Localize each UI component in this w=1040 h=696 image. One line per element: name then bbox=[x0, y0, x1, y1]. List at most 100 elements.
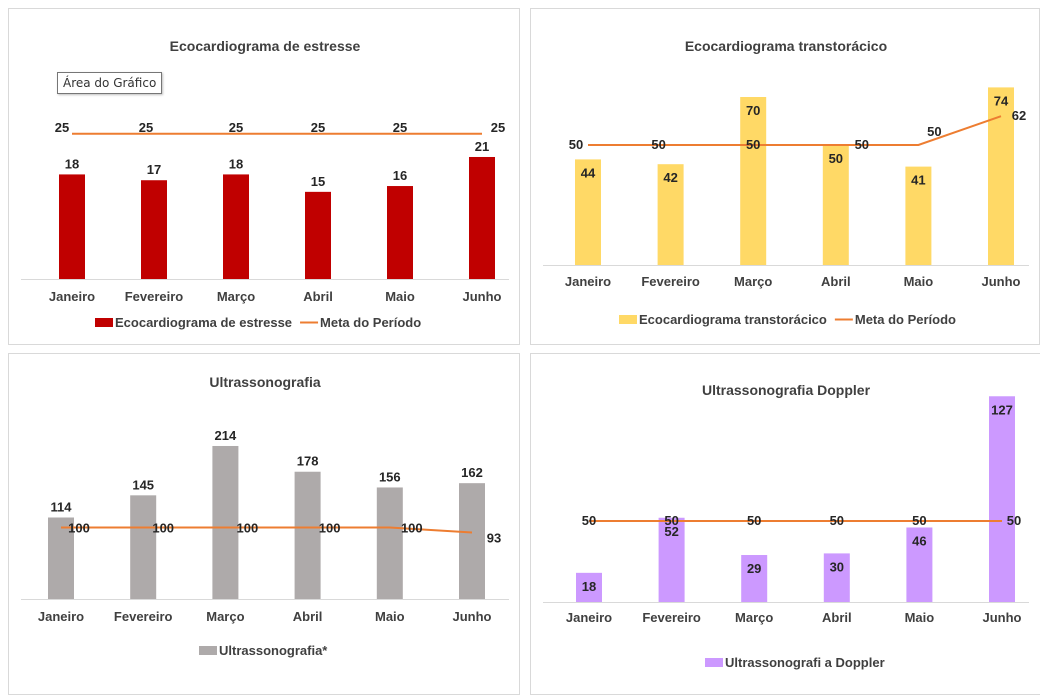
legend-label: Ultrassonografia* bbox=[219, 643, 328, 658]
category-label: Março bbox=[217, 289, 255, 304]
category-label: Janeiro bbox=[566, 610, 612, 625]
category-label: Fevereiro bbox=[114, 609, 173, 624]
legend-label: Ultrassonografi a Doppler bbox=[725, 655, 885, 670]
goal-value-label: 50 bbox=[569, 137, 583, 152]
bar-value-label: 29 bbox=[747, 561, 761, 576]
goal-value-label: 25 bbox=[491, 120, 505, 135]
goal-value-label: 50 bbox=[1007, 513, 1021, 528]
bar-value-label: 18 bbox=[582, 579, 596, 594]
chart-title: Ultrassonografia bbox=[209, 374, 320, 390]
bar bbox=[740, 97, 766, 265]
category-label: Abril bbox=[293, 609, 323, 624]
bar bbox=[223, 174, 249, 279]
chart-panel-ecocardiograma-estresse[interactable]: Ecocardiograma de estresse 18 17 18 15 16 21 25… bbox=[8, 8, 520, 345]
chart-area-tooltip: Área do Gráfico bbox=[57, 72, 162, 94]
bar-value-label: 21 bbox=[475, 139, 489, 154]
goal-value-label: 50 bbox=[912, 513, 926, 528]
category-label: Maio bbox=[904, 274, 934, 289]
goal-value-label: 100 bbox=[68, 521, 90, 536]
legend-label: Ecocardiograma transtorácico bbox=[639, 312, 827, 327]
goal-value-label: 25 bbox=[311, 120, 325, 135]
bar-value-label: 70 bbox=[746, 103, 760, 118]
chart-title: Ecocardiograma transtorácico bbox=[685, 38, 887, 54]
legend-swatch bbox=[199, 646, 217, 655]
goal-value-label: 25 bbox=[229, 120, 243, 135]
category-label: Maio bbox=[385, 289, 415, 304]
goal-value-label: 25 bbox=[393, 120, 407, 135]
category-label: Fevereiro bbox=[641, 274, 700, 289]
legend-label: Meta do Período bbox=[320, 315, 421, 330]
bar bbox=[469, 157, 495, 279]
bar-value-label: 30 bbox=[830, 559, 844, 574]
bar bbox=[212, 446, 238, 599]
bar-value-label: 178 bbox=[297, 454, 319, 469]
legend-label: Ecocardiograma de estresse bbox=[115, 315, 292, 330]
goal-value-label: 50 bbox=[855, 137, 869, 152]
goal-value-label: 100 bbox=[237, 521, 259, 536]
bar-value-label: 114 bbox=[51, 499, 73, 514]
goal-value-label: 50 bbox=[746, 137, 760, 152]
legend-swatch bbox=[619, 315, 637, 324]
legend-swatch bbox=[705, 658, 723, 667]
bar bbox=[459, 483, 485, 599]
chart-panel-ultrassonografia-doppler[interactable]: Ultrassonografia Doppler 18 52 29 30 46 127 50 5… bbox=[530, 353, 1040, 695]
chart-title: Ultrassonografia Doppler bbox=[702, 382, 871, 398]
bar-value-label: 16 bbox=[393, 168, 407, 183]
goal-value-label: 25 bbox=[55, 120, 69, 135]
chart-title: Ecocardiograma de estresse bbox=[170, 38, 361, 54]
goal-value-label: 100 bbox=[319, 521, 341, 536]
bar-value-label: 50 bbox=[829, 151, 843, 166]
bar-value-label: 18 bbox=[65, 156, 79, 171]
bar bbox=[141, 180, 167, 279]
category-label: Janeiro bbox=[565, 274, 611, 289]
chart-svg: Ultrassonografia Doppler185229 304612750 5… bbox=[531, 354, 1040, 696]
goal-value-label: 100 bbox=[152, 521, 174, 536]
bar bbox=[377, 487, 403, 599]
goal-value-label: 50 bbox=[747, 513, 761, 528]
chart-panel-ultrassonografia[interactable]: Ultrassonografia 114 145 214 178 156 162 100 100… bbox=[8, 353, 520, 695]
chart-svg: Ultrassonografia 114 145 214 178 156 162 100 100… bbox=[9, 354, 521, 696]
bar bbox=[989, 396, 1015, 602]
bar bbox=[305, 192, 331, 279]
category-label: Junho bbox=[983, 610, 1022, 625]
category-label: Maio bbox=[905, 610, 935, 625]
bar bbox=[988, 87, 1014, 265]
category-label: Junho bbox=[453, 609, 492, 624]
chart-panel-ecocardiograma-transtoracico[interactable]: Ecocardiograma transtorácico 44 42 70 50 41 74… bbox=[530, 8, 1040, 345]
bar-value-label: 214 bbox=[215, 428, 237, 443]
bar-value-label: 156 bbox=[379, 469, 401, 484]
category-label: Janeiro bbox=[49, 289, 95, 304]
goal-value-label: 50 bbox=[927, 124, 941, 139]
goal-value-label: 50 bbox=[664, 513, 678, 528]
goal-value-label: 62 bbox=[1012, 108, 1026, 123]
category-label: Maio bbox=[375, 609, 405, 624]
bar-value-label: 15 bbox=[311, 174, 325, 189]
legend-swatch bbox=[95, 318, 113, 327]
goal-value-label: 25 bbox=[139, 120, 153, 135]
category-label: Fevereiro bbox=[125, 289, 184, 304]
bar bbox=[130, 495, 156, 599]
bar-value-label: 46 bbox=[912, 533, 926, 548]
category-label: Abril bbox=[303, 289, 333, 304]
category-label: Junho bbox=[463, 289, 502, 304]
bar-value-label: 74 bbox=[994, 93, 1009, 108]
goal-value-label: 50 bbox=[582, 513, 596, 528]
category-label: Junho bbox=[982, 274, 1021, 289]
goal-value-label: 93 bbox=[487, 531, 501, 546]
bar-value-label: 145 bbox=[132, 477, 154, 492]
category-label: Abril bbox=[822, 610, 852, 625]
category-label: Março bbox=[735, 610, 773, 625]
bar bbox=[387, 186, 413, 279]
bar-value-label: 127 bbox=[991, 402, 1013, 417]
chart-svg: Ecocardiograma transtorácico 44 42 70 50 41 74… bbox=[531, 9, 1040, 346]
goal-value-label: 50 bbox=[651, 137, 665, 152]
bar-value-label: 18 bbox=[229, 156, 243, 171]
category-label: Fevereiro bbox=[642, 610, 701, 625]
bar bbox=[59, 174, 85, 279]
bar-value-label: 162 bbox=[461, 465, 483, 480]
category-label: Março bbox=[206, 609, 244, 624]
goal-value-label: 50 bbox=[830, 513, 844, 528]
category-label: Abril bbox=[821, 274, 851, 289]
category-label: Março bbox=[734, 274, 772, 289]
